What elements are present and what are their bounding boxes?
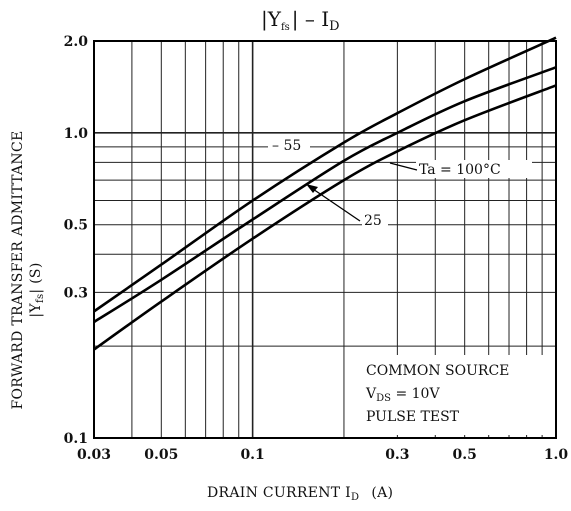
x-tick-label: 1.0 [544, 447, 569, 463]
label-25: 25 [364, 213, 382, 229]
svg-text:|Yfs| (S): |Yfs| (S) [28, 262, 46, 317]
svg-text:FORWARD TRANSFER ADMITTANCE: FORWARD TRANSFER ADMITTANCE [10, 131, 26, 410]
y-tick-label: 0.1 [64, 431, 88, 447]
y-tick-labels: 0.1 0.3 0.5 1.0 2.0 [64, 34, 89, 447]
label-ta-100: Ta = 100°C [419, 162, 501, 178]
series-line-1 [94, 67, 556, 322]
x-tick-label: 0.3 [385, 447, 409, 463]
series-line-2 [94, 85, 556, 349]
x-tick-label: 0.05 [144, 447, 178, 463]
x-axis-title: DRAIN CURRENT ID (A) [207, 485, 393, 503]
leader-100 [390, 163, 417, 170]
x-tick-labels: 0.03 0.05 0.1 0.3 0.5 1.0 [77, 447, 568, 463]
y-tick-label: 2.0 [64, 34, 89, 50]
y-tick-label: 0.5 [64, 218, 88, 234]
x-tick-label: 0.03 [77, 447, 111, 463]
y-tick-label: 1.0 [64, 126, 89, 142]
conditions-line-3: PULSE TEST [366, 409, 460, 425]
leader-25 [310, 187, 360, 221]
label-m55: – 55 [272, 138, 301, 154]
y-tick-label: 0.3 [64, 285, 88, 301]
x-tick-label: 0.5 [452, 447, 476, 463]
conditions-line-1: COMMON SOURCE [366, 363, 509, 379]
y-axis-title: FORWARD TRANSFER ADMITTANCE |Yfs| (S) [10, 131, 46, 410]
series-group [94, 38, 556, 350]
chart-title: |Yfs | – ID [261, 7, 340, 34]
x-tick-label: 0.1 [240, 447, 264, 463]
